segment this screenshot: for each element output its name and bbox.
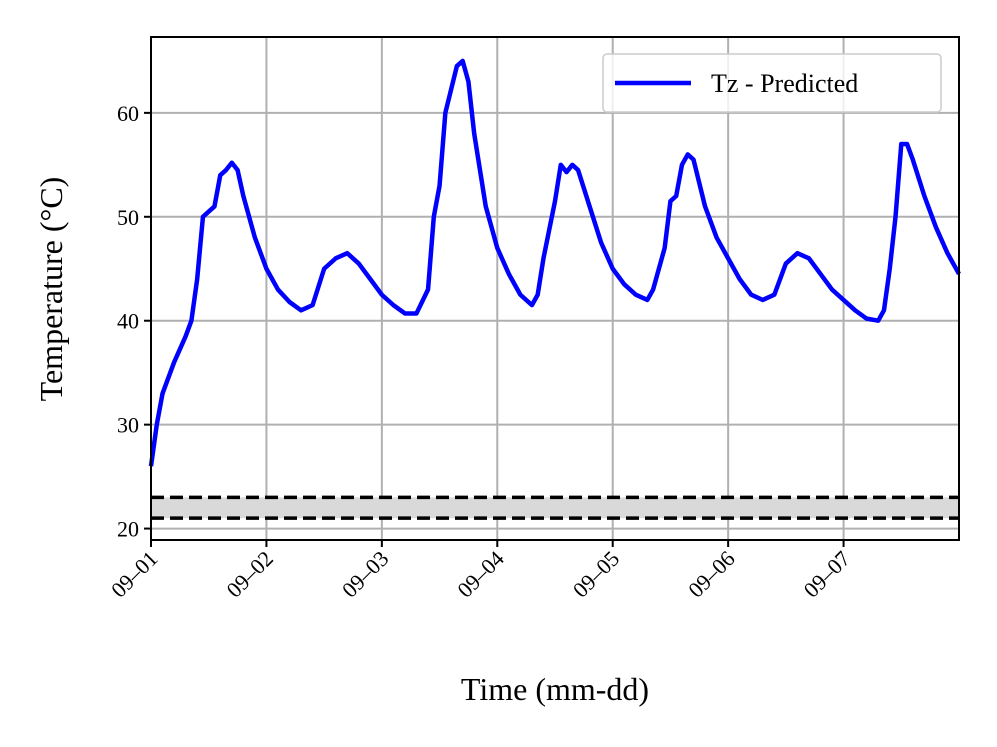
x-tick-label: 09–06: [683, 546, 740, 603]
y-tick-label: 50: [117, 205, 139, 230]
x-tick-label: 09–07: [799, 546, 856, 603]
x-tick-label: 09–04: [452, 546, 509, 603]
data-line: [148, 58, 961, 467]
y-tick-label: 30: [117, 413, 139, 438]
comfort-band: [151, 497, 959, 519]
x-tick-label: 09–05: [568, 546, 625, 603]
legend-box: [602, 53, 942, 113]
x-tick-label: 09–02: [221, 546, 278, 603]
x-tick-label: 09–01: [106, 546, 163, 603]
y-tick-label: 20: [117, 517, 139, 542]
x-tick-label: 09–03: [337, 546, 394, 603]
y-tick-label: 60: [117, 101, 139, 126]
y-axis-label: Temperature (°C): [33, 177, 69, 402]
x-axis-label: Time (mm-dd): [461, 671, 649, 707]
legend-label: Tz - Predicted: [711, 69, 858, 98]
plot-frame: [150, 36, 960, 541]
y-tick-label: 40: [117, 309, 139, 334]
